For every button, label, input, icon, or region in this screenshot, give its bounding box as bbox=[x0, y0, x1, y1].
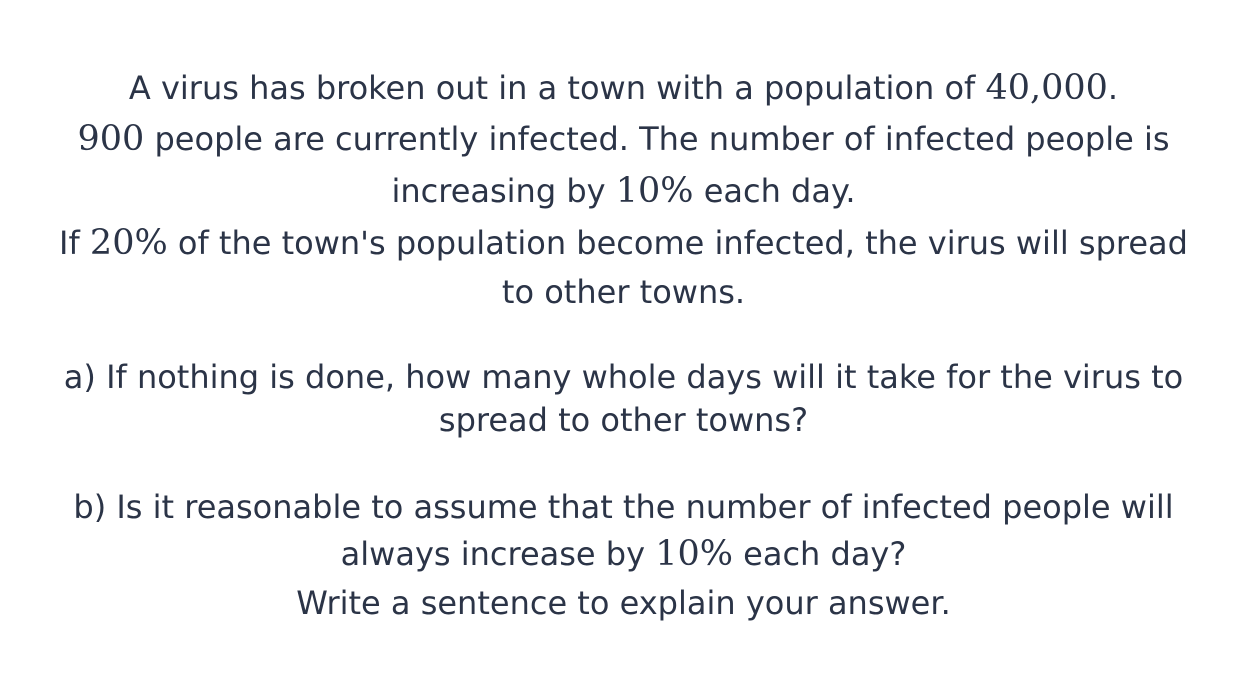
math-value: 20% bbox=[89, 223, 168, 263]
text-segment: If bbox=[59, 224, 90, 262]
text-segment: A virus has broken out in a town with a … bbox=[128, 69, 986, 107]
part-a-line-2: spread to other towns? bbox=[0, 398, 1247, 442]
intro-line-1: A virus has broken out in a town with a … bbox=[0, 66, 1247, 110]
intro-line-2: 900 people are currently infected. The n… bbox=[0, 117, 1247, 161]
part-b-line-2: always increase by 10% each day? bbox=[0, 532, 1247, 576]
text-segment: a) If nothing is done, how many whole da… bbox=[63, 358, 1184, 396]
text-segment: always increase by bbox=[340, 535, 656, 573]
intro-line-3: increasing by 10% each day. bbox=[0, 169, 1247, 213]
text-segment: b) Is it reasonable to assume that the n… bbox=[73, 488, 1174, 526]
intro-line-5: to other towns. bbox=[0, 270, 1247, 314]
text-segment: spread to other towns? bbox=[438, 401, 809, 439]
text-segment: Write a sentence to explain your answer. bbox=[296, 584, 951, 622]
math-value: 10% bbox=[615, 171, 694, 211]
text-segment: each day. bbox=[693, 172, 856, 210]
part-b-line-3: Write a sentence to explain your answer. bbox=[0, 581, 1247, 625]
math-value: 900 bbox=[77, 119, 145, 159]
math-value: 10% bbox=[655, 534, 733, 574]
part-b-line-1: b) Is it reasonable to assume that the n… bbox=[0, 485, 1247, 529]
text-segment: each day? bbox=[732, 535, 907, 573]
part-a-line-1: a) If nothing is done, how many whole da… bbox=[0, 355, 1247, 399]
text-segment: of the town's population become infected… bbox=[167, 224, 1188, 262]
intro-line-4: If 20% of the town's population become i… bbox=[0, 221, 1247, 265]
math-value: 40,000 bbox=[985, 68, 1108, 108]
text-segment: people are currently infected. The numbe… bbox=[144, 120, 1170, 158]
text-segment: increasing by bbox=[391, 172, 616, 210]
text-segment: to other towns. bbox=[501, 273, 746, 311]
text-segment: . bbox=[1107, 69, 1119, 107]
